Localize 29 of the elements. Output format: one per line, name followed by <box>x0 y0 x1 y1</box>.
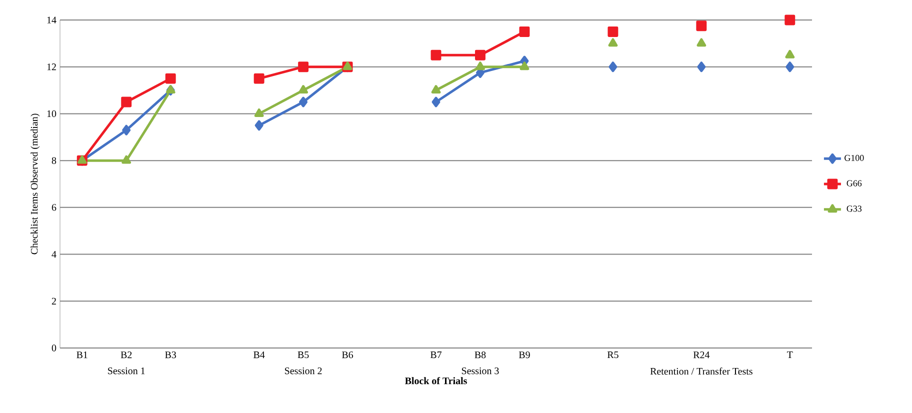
y-tick-label: 8 <box>52 157 56 164</box>
legend-label: G66 <box>846 180 862 186</box>
y-axis-title: Checklist Items Observed (median) <box>30 114 40 254</box>
text: Retention / Transfer Tests <box>650 368 752 375</box>
legend-label: G33 <box>846 206 862 212</box>
y-tick-label: 12 <box>47 64 56 70</box>
y-tick-label: 0 <box>52 344 56 352</box>
text: Session 3 <box>462 368 499 374</box>
x-tick-label: B2 <box>120 352 132 358</box>
x-tick-label: B7 <box>430 352 442 358</box>
y-tick-label: 2 <box>52 298 56 304</box>
y-tick-label: 10 <box>47 110 56 118</box>
x-tick-label: R5 <box>607 352 618 358</box>
x-tick-label: B4 <box>254 352 265 358</box>
x-tick-label: B8 <box>474 352 486 358</box>
text: Session 2 <box>285 368 322 374</box>
x-tick-label: B6 <box>342 352 354 358</box>
x-tick-label: B9 <box>518 352 530 358</box>
x-tick-label: B1 <box>76 352 88 358</box>
y-tick-label: 14 <box>47 16 56 24</box>
y-tick-label: 4 <box>52 251 56 258</box>
x-axis-title: Block of Trials <box>404 377 467 384</box>
x-tick-label: B5 <box>298 352 309 358</box>
text: Session 1 <box>108 368 145 374</box>
y-tick-label: 6 <box>52 204 56 211</box>
x-tick-label: T <box>787 352 793 358</box>
x-tick-label: R24 <box>693 352 710 358</box>
x-tick-label: B3 <box>165 352 176 358</box>
legend-label: G100 <box>844 154 864 161</box>
